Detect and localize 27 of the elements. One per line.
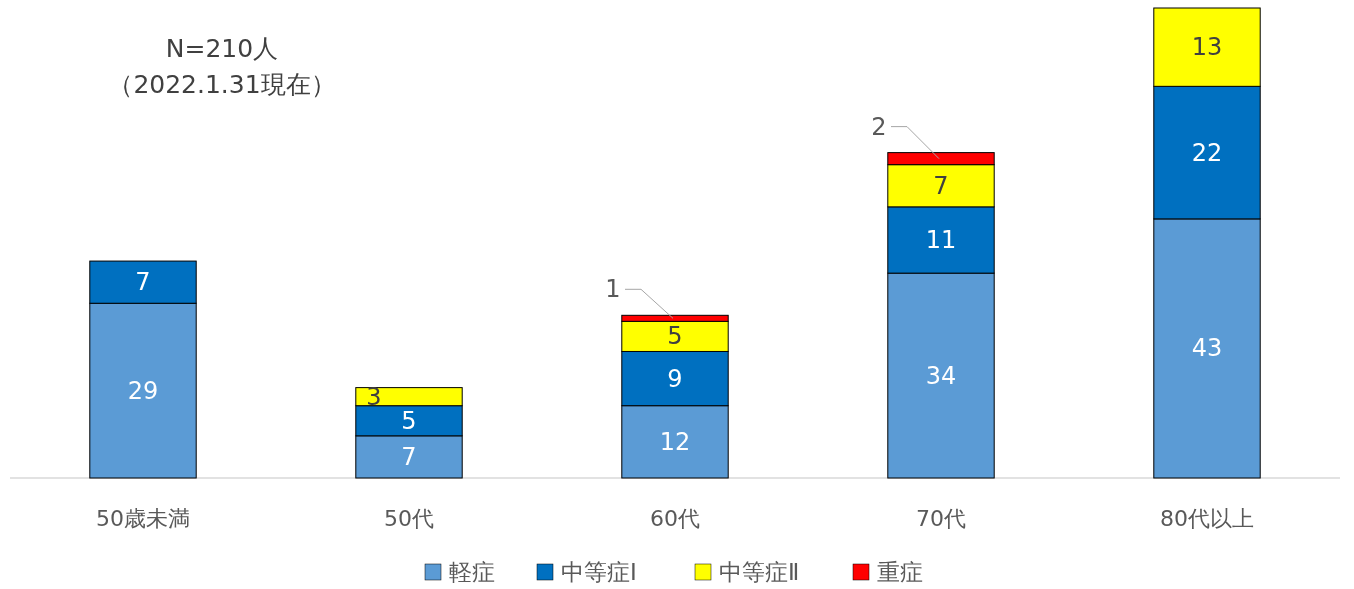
annotation: （2022.1.31現在） [108,69,336,99]
legend-label: 中等症Ⅱ [719,559,800,585]
legend-label: 重症 [877,559,923,585]
legend-label: 軽症 [449,559,495,585]
legend-label: 中等症Ⅰ [561,559,637,585]
data-label: 13 [1191,33,1223,62]
data-label: 5 [667,322,683,351]
annotation: N=210人 [165,33,279,63]
x-tick-label: 80代以上 [1160,505,1254,531]
data-label: 29 [127,376,159,405]
data-label: 11 [925,225,957,254]
x-tick-label: 60代 [650,505,700,531]
data-label: 34 [925,361,957,390]
x-tick-label: 70代 [916,505,966,531]
data-label: 7 [401,442,417,471]
data-label: 12 [659,427,691,456]
data-label: 7 [135,268,151,297]
x-tick-label: 50歳未満 [96,505,190,531]
x-tick-label: 50代 [384,505,434,531]
data-label: 1 [605,275,621,304]
data-label: 43 [1191,334,1223,363]
data-label: 2 [871,112,887,141]
data-label: 9 [667,364,683,393]
data-label: 7 [933,171,949,200]
data-label: 22 [1191,138,1223,167]
data-label: 3 [366,382,382,411]
data-label: 5 [401,406,417,435]
